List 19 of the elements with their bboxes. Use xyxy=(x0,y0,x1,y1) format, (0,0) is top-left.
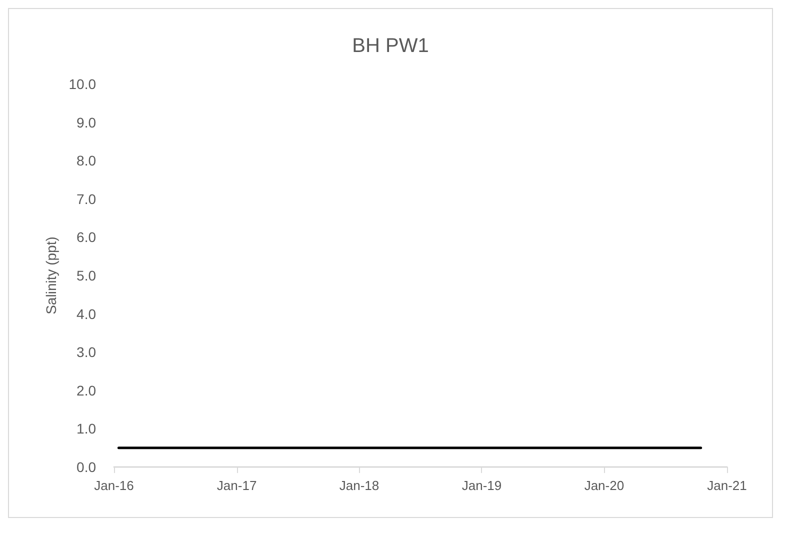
chart-title: BH PW1 xyxy=(352,35,429,57)
x-tick-label: Jan-20 xyxy=(584,478,624,493)
x-tick-label: Jan-18 xyxy=(339,478,380,493)
y-tick-label: 0.0 xyxy=(76,459,96,475)
y-tick-label: 1.0 xyxy=(76,420,96,437)
x-tick-label: Jan-17 xyxy=(216,478,257,493)
y-tick-label: 3.0 xyxy=(76,344,96,360)
x-tick-label: Jan-19 xyxy=(462,478,502,493)
y-tick-label: 6.0 xyxy=(76,229,96,246)
y-tick-label: 9.0 xyxy=(76,114,96,130)
y-axis-title: Salinity (ppt) xyxy=(42,236,59,314)
x-tick-label: Jan-21 xyxy=(707,478,747,493)
y-tick-label: 10.0 xyxy=(68,76,96,92)
y-tick-label: 5.0 xyxy=(76,268,96,284)
y-tick-label: 4.0 xyxy=(76,306,96,322)
y-tick-label: 7.0 xyxy=(76,190,96,207)
y-tick-label: 2.0 xyxy=(76,382,96,398)
x-tick-label: Jan-16 xyxy=(94,478,134,493)
y-tick-label: 8.0 xyxy=(76,152,96,169)
